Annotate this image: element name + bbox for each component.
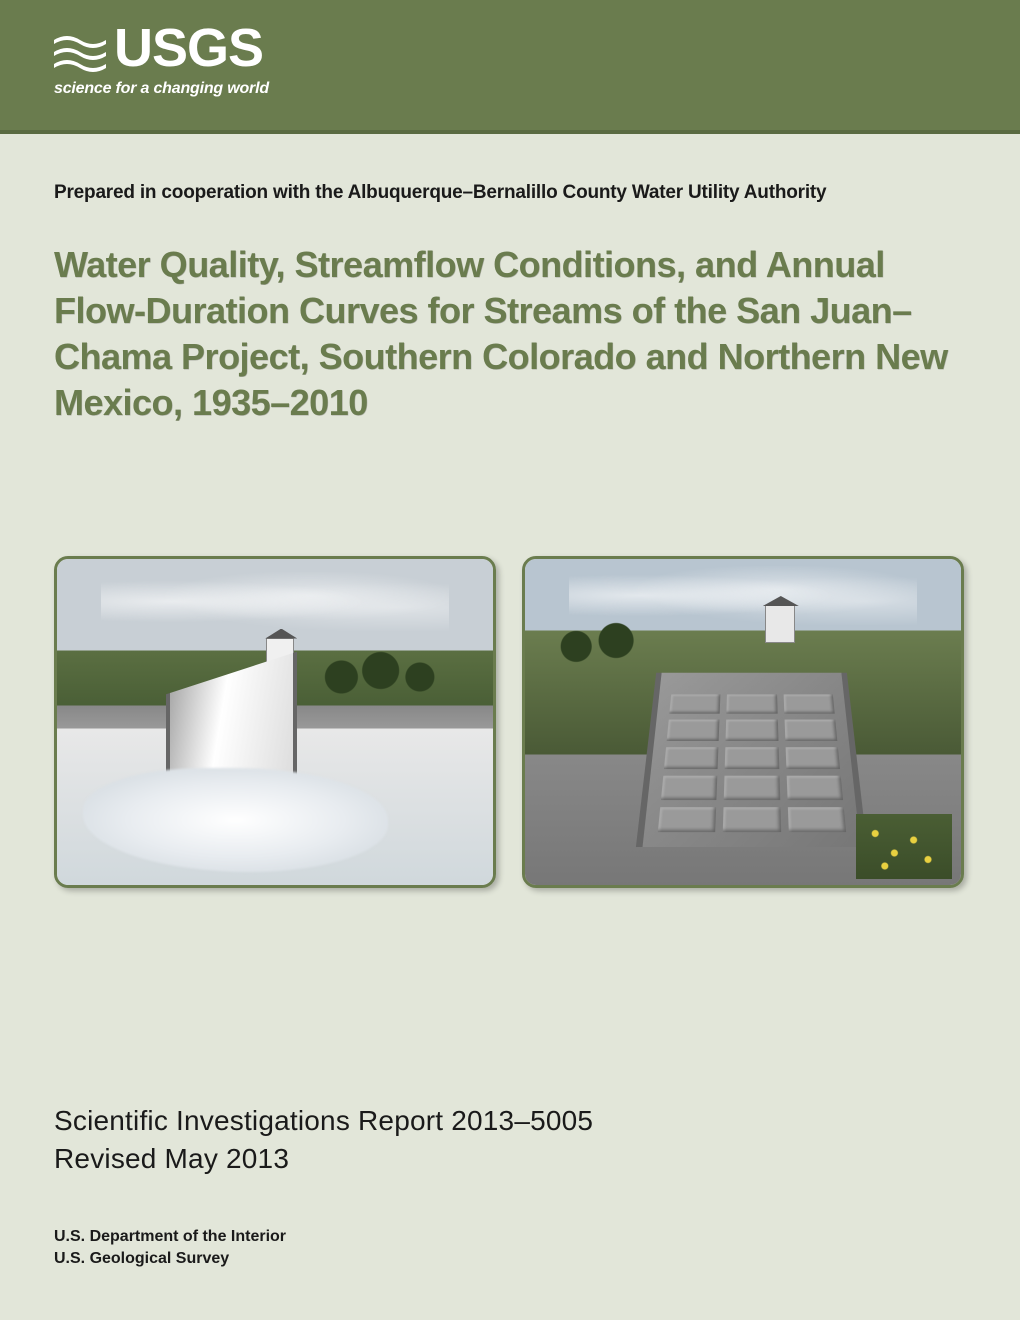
usgs-waves-icon — [54, 22, 106, 74]
footer-agency-2: U.S. Geological Survey — [54, 1248, 286, 1270]
footer-agency-1: U.S. Department of the Interior — [54, 1226, 286, 1248]
report-series-line: Scientific Investigations Report 2013–50… — [54, 1102, 593, 1140]
usgs-logo: USGS science for a changing world — [54, 22, 269, 98]
content-area: Prepared in cooperation with the Albuque… — [0, 182, 1020, 888]
cooperation-line: Prepared in cooperation with the Albuque… — [54, 182, 966, 204]
report-revision-line: Revised May 2013 — [54, 1140, 593, 1178]
usgs-mark: USGS — [54, 22, 269, 74]
cover-photo-right — [522, 556, 964, 888]
report-title: Water Quality, Streamflow Conditions, an… — [54, 242, 966, 426]
usgs-logo-text: USGS — [114, 24, 263, 73]
usgs-tagline: science for a changing world — [54, 80, 269, 98]
cover-photo-left — [54, 556, 496, 888]
photo-row — [54, 556, 966, 888]
footer-agency-block: U.S. Department of the Interior U.S. Geo… — [54, 1226, 286, 1271]
report-series-block: Scientific Investigations Report 2013–50… — [54, 1102, 593, 1178]
header-band: USGS science for a changing world — [0, 0, 1020, 134]
